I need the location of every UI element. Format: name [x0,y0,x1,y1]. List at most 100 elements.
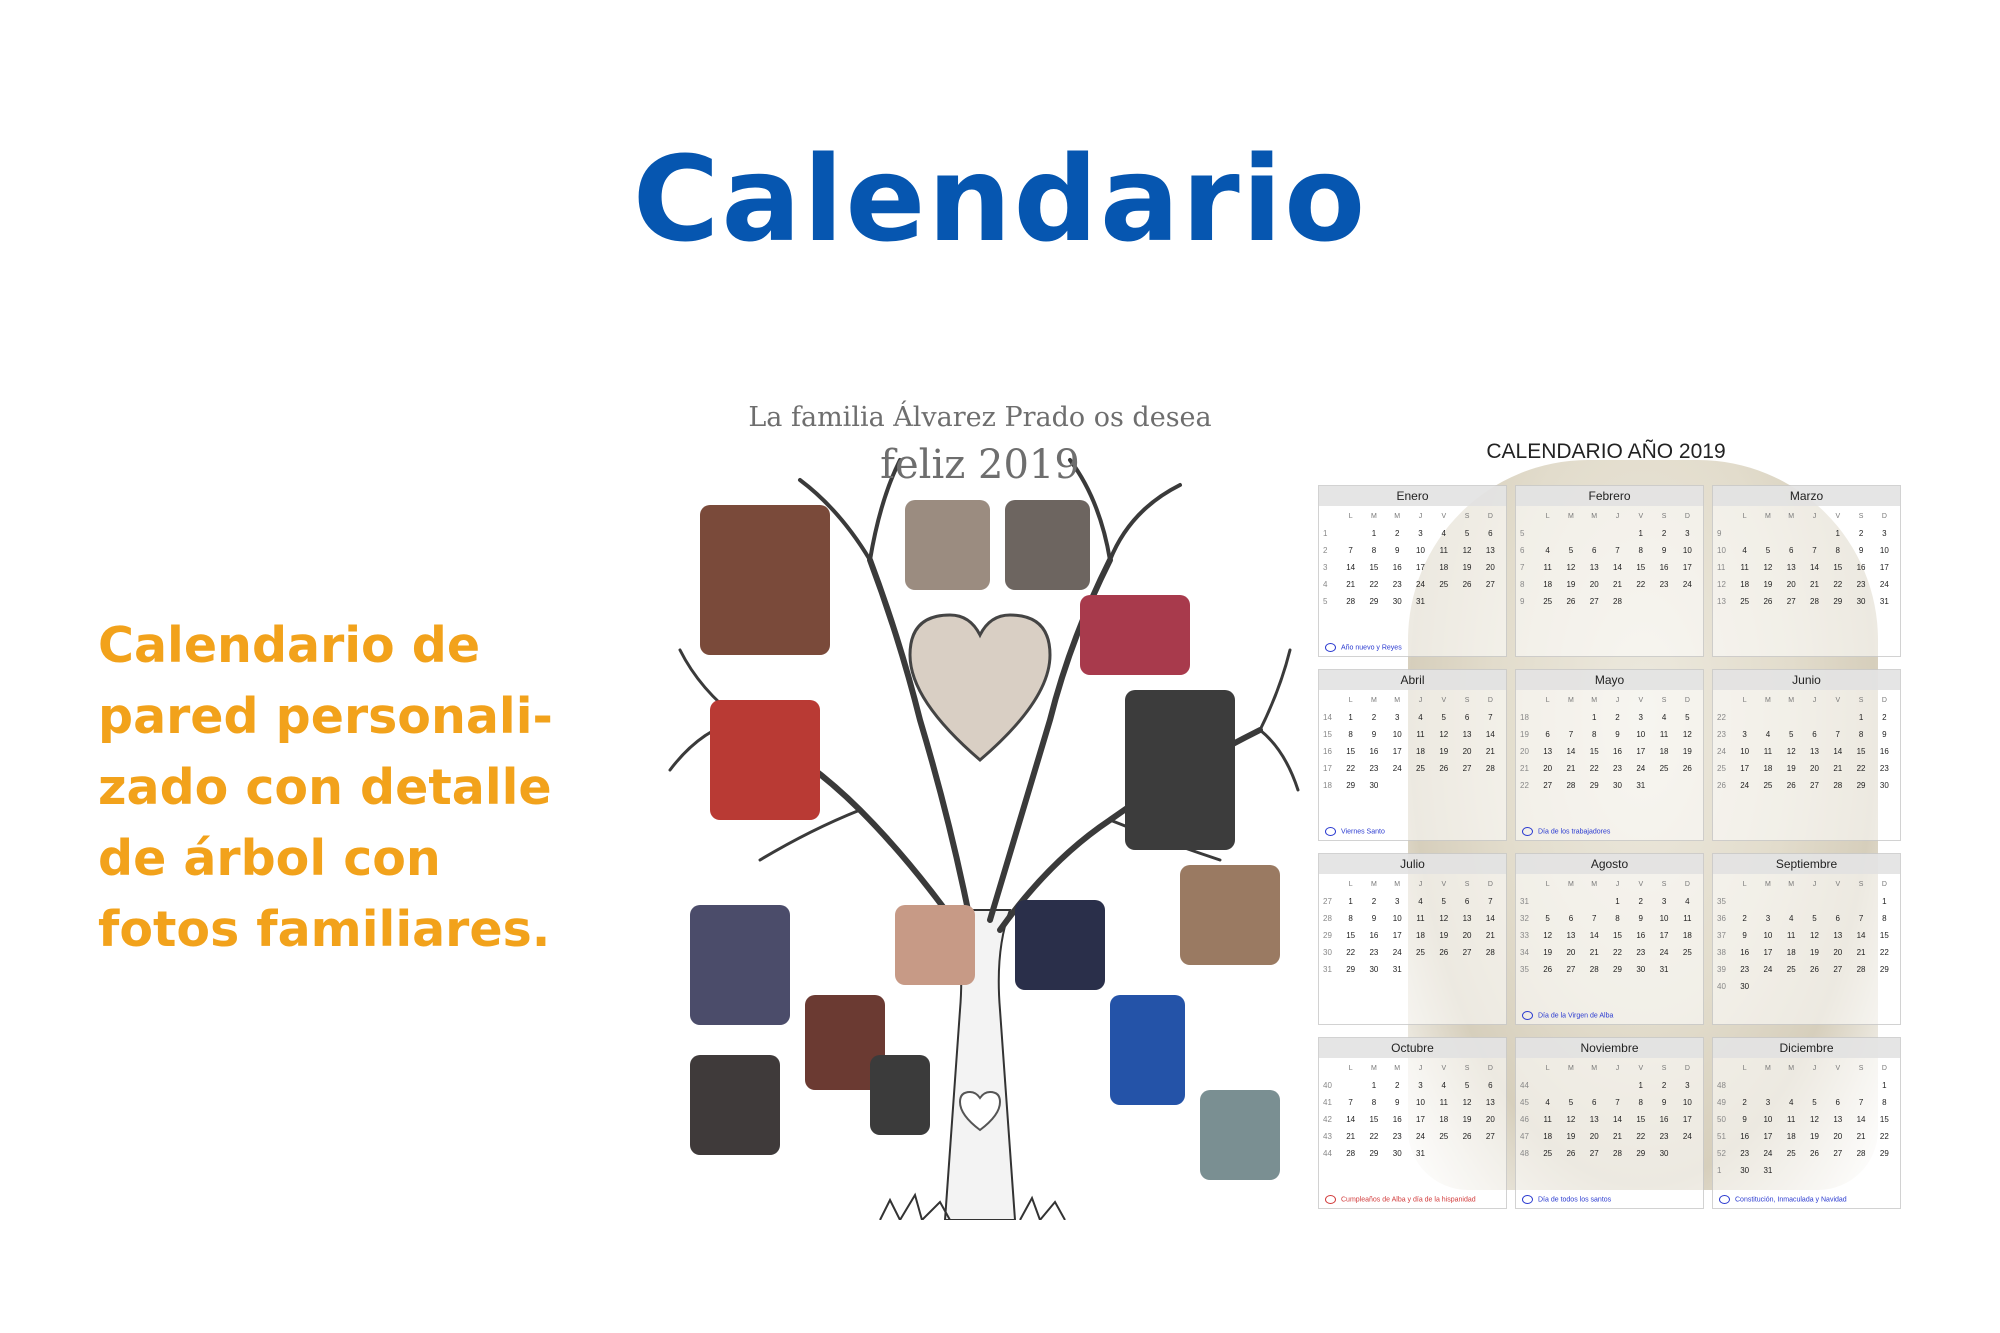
day-cell: 26 [1462,1132,1472,1141]
day-cell: 27 [1485,580,1495,589]
day-cell: 26 [1439,948,1449,957]
week-number: 22 [1717,713,1726,722]
day-cell: 9 [1742,1115,1747,1124]
day-cell: 23 [1369,764,1379,773]
day-cell: 1 [1591,713,1597,722]
day-cell: 15 [1636,563,1646,572]
day-cell: 3 [1882,529,1887,538]
day-cell [1479,593,1502,610]
day-cell: 7 [1812,546,1817,555]
day-cell: 2 [1661,529,1667,538]
day-cell: 15 [1369,563,1379,572]
weekday-label: V [1441,881,1447,888]
day-cell: 24 [1682,1132,1692,1141]
day-cell: 13 [1543,747,1553,756]
day-cell: 11 [1416,730,1425,739]
day-cell: 16 [1659,563,1669,572]
weekday-label: M [1765,881,1771,888]
day-cell [1432,777,1455,794]
day-cell: 8 [1371,1098,1377,1107]
weekday-label: S [1464,697,1470,704]
day-cell: 4 [1441,529,1446,538]
day-cell: 8 [1882,914,1887,923]
week-number-header [1520,692,1536,709]
day-cell [1409,961,1432,978]
weekday-label: M [1394,513,1401,520]
day-cell: 30 [1369,965,1379,974]
day-cell: 21 [1810,580,1819,589]
month-name: Diciembre [1713,1038,1900,1058]
day-cell [1606,525,1629,542]
day-cell: 31 [1659,965,1669,974]
day-cell [1780,978,1803,995]
day-cell [1536,893,1559,910]
day-cell [1803,978,1826,995]
day-cell: 23 [1659,1132,1669,1141]
month-name: Julio [1319,854,1506,874]
day-cell: 28 [1346,1149,1356,1158]
day-cell: 25 [1659,764,1669,773]
day-cell: 1 [1835,529,1840,538]
day-cell [1432,961,1455,978]
day-cell: 8 [1591,730,1597,739]
weekday-label: J [1418,513,1423,520]
day-cell: 6 [1591,546,1597,555]
weekday-label: J [1615,881,1620,888]
day-cell: 18 [1543,580,1553,589]
day-cell: 28 [1485,948,1495,957]
day-cell: 23 [1369,948,1379,957]
day-cell: 5 [1765,546,1771,555]
day-cell: 6 [1568,914,1574,923]
day-cell: 11 [1416,914,1425,923]
week-number: 28 [1323,914,1332,923]
weekday-label: V [1835,881,1841,888]
day-cell: 27 [1462,764,1472,773]
day-cell: 4 [1788,1098,1794,1107]
day-cell: 20 [1589,1132,1599,1141]
month-name: Agosto [1516,854,1703,874]
weekday-label: J [1418,1065,1423,1072]
week-row: 11 11 12 13 14 15 16 17 [1717,559,1896,576]
description-line: zado con detalle [98,759,552,816]
week-number: 7 [1520,563,1525,572]
day-cell [1386,777,1409,794]
day-cell: 18 [1659,747,1669,756]
week-number: 6 [1520,546,1525,555]
day-cell: 12 [1439,914,1449,923]
week-number: 40 [1323,1081,1332,1090]
day-cell: 24 [1682,580,1692,589]
day-cell: 28 [1346,597,1356,606]
day-cell: 26 [1786,781,1796,790]
week-row: 14 1 2 3 4 5 6 7 [1323,709,1502,726]
day-cell: 20 [1485,563,1495,572]
weekday-label: V [1638,513,1644,520]
week-number: 2 [1323,546,1328,555]
day-cell: 17 [1392,747,1402,756]
weekday-label: D [1881,697,1887,704]
weekday-label: J [1812,881,1817,888]
day-cell [1849,893,1872,910]
weekday-label: M [1788,881,1795,888]
day-cell: 6 [1812,730,1817,739]
day-cell: 28 [1613,1149,1622,1158]
week-number-header [1717,508,1733,525]
day-cell [1339,525,1362,542]
day-cell [1849,1162,1872,1179]
week-row: 43 21 22 23 24 25 26 27 [1323,1128,1502,1145]
day-cell: 4 [1685,897,1690,906]
day-cell [1432,1145,1455,1162]
day-cell: 17 [1416,1115,1425,1124]
day-cell: 14 [1833,747,1843,756]
day-cell: 26 [1543,965,1553,974]
day-cell: 3 [1765,1098,1771,1107]
page-title: Calendario [632,130,1368,268]
weekday-label: M [1394,881,1401,888]
week-number: 31 [1323,965,1332,974]
day-cell: 25 [1763,781,1773,790]
day-cell: 2 [1615,713,1620,722]
day-cell: 17 [1682,563,1692,572]
week-number: 24 [1717,747,1726,756]
day-cell: 17 [1763,1132,1773,1141]
month-days: L M M J V S D 44 1 2 3 45 4 5 6 7 8 9 10 46 11 12 13 14 15 16 17 47… [1516,1058,1703,1162]
